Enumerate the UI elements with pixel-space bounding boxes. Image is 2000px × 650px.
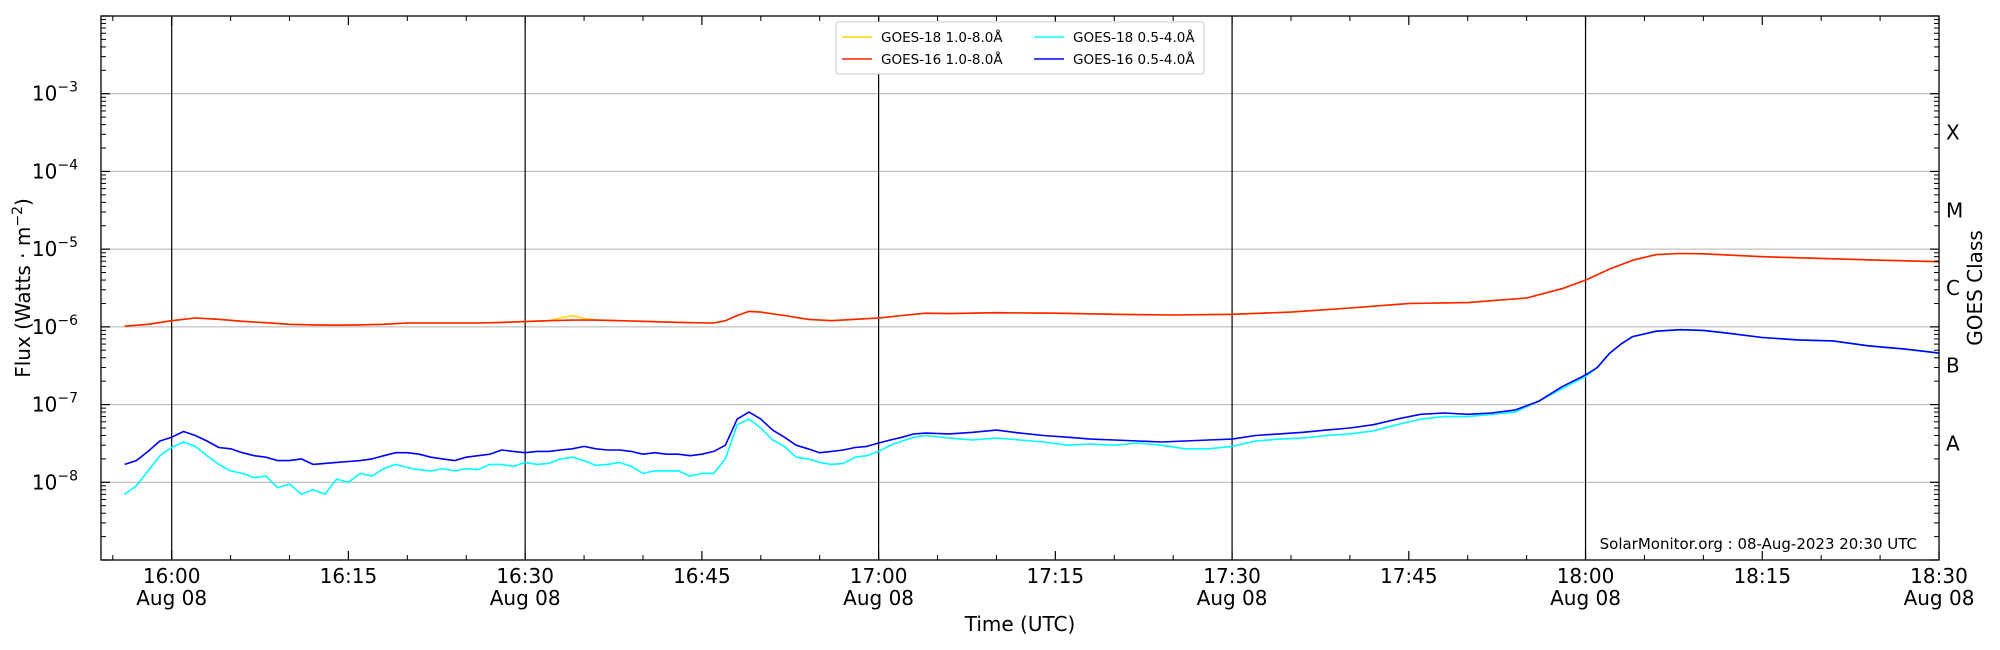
- x-tick-label: 17:00: [850, 564, 908, 588]
- goes-class-A: A: [1946, 431, 1960, 455]
- x-tick-date: Aug 08: [136, 586, 207, 610]
- x-tick-date: Aug 08: [1197, 586, 1268, 610]
- y-tick-base: 10: [32, 393, 57, 417]
- x-tick-label: 18:30: [1910, 564, 1968, 588]
- day-marker-lines: [171, 16, 1587, 560]
- source-annotation: SolarMonitor.org : 08-Aug-2023 20:30 UTC: [1600, 535, 1917, 553]
- series-line-3: [124, 328, 1940, 466]
- right-axis-label: GOES Class: [1963, 230, 1987, 346]
- legend-box: [835, 21, 1205, 75]
- x-tick-label: 16:00: [143, 564, 201, 588]
- goes-class-labels: A B C M X: [1946, 121, 1963, 456]
- series-line-0: [124, 252, 1940, 327]
- y-tick-label: 10−7: [32, 391, 78, 417]
- y-tick-exponent: −5: [57, 235, 78, 251]
- legend-label-0: GOES-18 1.0-8.0Å: [881, 29, 1003, 46]
- y-tick-label: 10−4: [32, 157, 78, 183]
- plot-frame: [100, 15, 1940, 561]
- y-tick-exponent: −7: [57, 391, 78, 407]
- y-tick-exponent: −8: [57, 468, 78, 484]
- legend-label-2: GOES-18 0.5-4.0Å: [1073, 29, 1195, 46]
- x-tick-label: 17:30: [1203, 564, 1261, 588]
- x-tick-label: 18:15: [1733, 564, 1791, 588]
- goes-class-B: B: [1946, 354, 1960, 378]
- x-tick-date: Aug 08: [490, 586, 561, 610]
- x-tick-date: Aug 08: [1550, 586, 1621, 610]
- x-tick-date: Aug 08: [1904, 586, 1975, 610]
- x-tick-label: 16:45: [673, 564, 731, 588]
- x-tick-date: Aug 08: [843, 586, 914, 610]
- y-axis-label-close: ): [11, 198, 35, 206]
- legend-label-3: GOES-16 0.5-4.0Å: [1073, 51, 1195, 68]
- y-tick-label: 10−6: [32, 313, 78, 339]
- axis-ticks: [101, 15, 1940, 561]
- x-tick-label: 18:00: [1557, 564, 1615, 588]
- y-tick-labels: 10−810−710−610−510−410−3: [32, 80, 78, 495]
- y-tick-label: 10−5: [32, 235, 78, 261]
- y-axis-label-text: Flux (Watts · m: [11, 227, 35, 378]
- y-tick-label: 10−3: [32, 80, 78, 106]
- y-tick-exponent: −3: [57, 80, 78, 96]
- x-tick-label: 17:15: [1027, 564, 1085, 588]
- grid: [101, 93, 1939, 483]
- y-tick-base: 10: [32, 470, 57, 494]
- goes-class-X: X: [1946, 121, 1960, 145]
- y-tick-base: 10: [32, 237, 57, 261]
- legend: GOES-18 1.0-8.0Å GOES-16 1.0-8.0Å GOES-1…: [835, 21, 1205, 75]
- series-line-1: [124, 252, 1940, 327]
- x-axis-label: Time (UTC): [964, 612, 1076, 636]
- series-line-2: [124, 328, 1940, 496]
- y-axis-label: Flux (Watts · m−2): [10, 198, 35, 378]
- y-tick-exponent: −4: [57, 157, 78, 173]
- legend-label-1: GOES-16 1.0-8.0Å: [881, 51, 1003, 68]
- x-tick-label: 17:45: [1380, 564, 1438, 588]
- y-tick-base: 10: [32, 315, 57, 339]
- series-lines: [124, 252, 1940, 496]
- goes-class-C: C: [1946, 276, 1960, 300]
- y-tick-exponent: −6: [57, 313, 78, 329]
- y-tick-base: 10: [32, 159, 57, 183]
- goes-class-M: M: [1946, 198, 1963, 222]
- y-tick-base: 10: [32, 82, 57, 106]
- x-tick-label: 16:30: [496, 564, 554, 588]
- x-tick-label: 16:15: [320, 564, 378, 588]
- y-axis-label-sup: −2: [10, 206, 26, 227]
- y-tick-label: 10−8: [32, 468, 78, 494]
